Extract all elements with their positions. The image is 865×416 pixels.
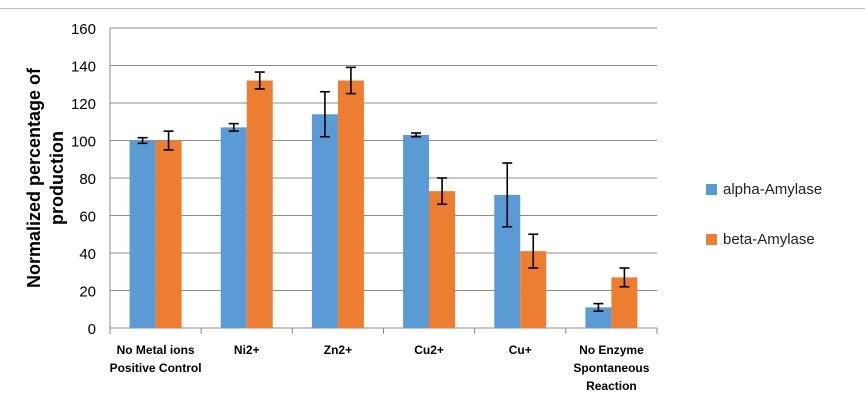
x-tick-label: Ni2+ — [234, 343, 260, 357]
x-tick-label: Spontaneous — [573, 361, 649, 375]
bar-alpha-amylase-2 — [311, 114, 338, 328]
bar-alpha-amylase-1 — [220, 127, 247, 328]
legend-item-beta-amylase: beta-Amylase — [706, 228, 822, 250]
x-tick-label: Cu+ — [509, 343, 532, 357]
bar-alpha-amylase-3 — [403, 134, 430, 328]
y-tick-label: 60 — [79, 209, 96, 226]
y-tick-label: 140 — [71, 59, 96, 76]
y-axis-title: production — [47, 131, 67, 225]
y-tick-label: 100 — [71, 134, 96, 151]
legend-label-beta-amylase: beta-Amylase — [723, 230, 815, 248]
y-tick-label: 160 — [71, 21, 96, 38]
legend-swatch-alpha-amylase — [706, 183, 717, 195]
x-tick-label: No Enzyme — [579, 343, 644, 357]
legend-swatch-beta-amylase — [706, 233, 717, 245]
bar-alpha-amylase-0 — [129, 140, 156, 328]
y-tick-label: 80 — [79, 171, 96, 188]
legend-item-alpha-amylase: alpha-Amylase — [706, 178, 822, 200]
bar-beta-amylase-3 — [429, 191, 456, 328]
y-tick-label: 0 — [88, 321, 96, 338]
x-tick-label: Cu2+ — [414, 343, 444, 357]
bar-alpha-amylase-5 — [585, 307, 612, 328]
legend: alpha-Amylase beta-Amylase — [706, 178, 822, 278]
x-tick-label: No Metal ions — [117, 343, 195, 357]
y-axis-title: Normalized percentage of — [24, 67, 44, 288]
legend-label-alpha-amylase: alpha-Amylase — [723, 180, 823, 198]
x-tick-label: Zn2+ — [324, 343, 352, 357]
bar-beta-amylase-2 — [337, 80, 364, 328]
y-tick-label: 20 — [79, 284, 96, 301]
y-tick-label: 40 — [79, 246, 96, 263]
x-tick-label: Reaction — [586, 379, 637, 393]
bar-beta-amylase-1 — [246, 80, 273, 328]
top-rule — [0, 8, 865, 9]
y-tick-label: 120 — [71, 96, 96, 113]
bar-beta-amylase-0 — [155, 140, 182, 328]
x-tick-label: Positive Control — [110, 361, 202, 375]
